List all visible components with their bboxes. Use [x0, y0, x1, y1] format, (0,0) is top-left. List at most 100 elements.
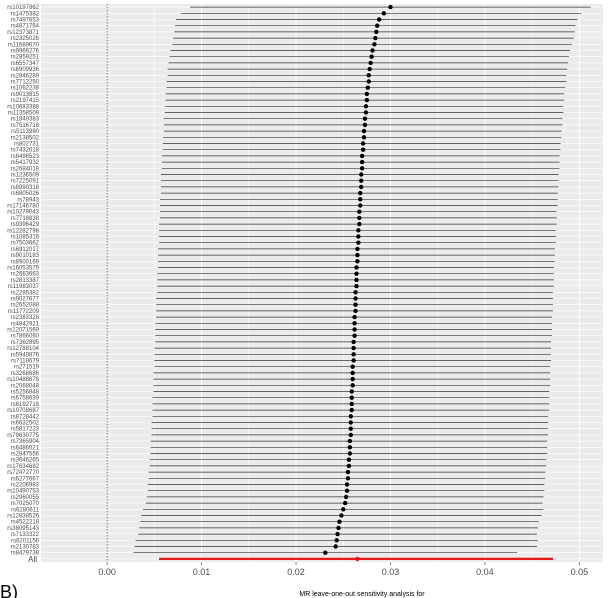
snp-label: rs6557347: [11, 61, 40, 67]
snp-label: rs2068048: [11, 383, 40, 389]
snp-label: rs8728442: [11, 414, 40, 420]
snp-label: rs9027677: [11, 297, 40, 303]
snp-label: rs11983037: [8, 284, 40, 290]
snp-point: [336, 525, 341, 531]
snp-label: rs802731: [14, 142, 40, 148]
snp-label: rs1475382: [11, 11, 40, 17]
x-tick-label: 0.01: [193, 567, 211, 577]
snp-point: [339, 513, 344, 518]
snp-label: rs8479738: [11, 551, 40, 557]
snp-point: [358, 178, 364, 183]
snp-point: [374, 29, 379, 35]
snp-point: [344, 488, 350, 493]
snp-point: [354, 283, 359, 289]
snp-point: [356, 234, 361, 239]
snp-point: [341, 507, 346, 512]
snp-point: [348, 426, 354, 431]
snp-label: rs4522218: [11, 520, 40, 526]
snp-label: rs2663663: [11, 272, 40, 278]
snp-label: rs7866060: [11, 334, 40, 340]
x-tick-label: 0.03: [382, 567, 400, 577]
snp-label: rs2684018: [11, 166, 40, 172]
snp-label: rs12373871: [7, 30, 39, 36]
snp-point: [349, 389, 354, 394]
snp-point: [333, 544, 338, 549]
snp-point: [355, 252, 360, 258]
snp-point: [361, 135, 367, 140]
snp-point: [350, 370, 355, 376]
snp-label: rs5113980: [11, 129, 40, 135]
snp-label: rs6909936: [11, 67, 40, 73]
snp-label: rs2130783: [11, 545, 40, 551]
snp-label: rs1062238: [11, 86, 40, 92]
snp-point: [359, 153, 365, 159]
snp-label: rs3646265: [11, 458, 40, 464]
snp-label: rs11772209: [8, 309, 40, 315]
snp-point: [375, 23, 380, 28]
snp-label: rs6201156: [11, 538, 40, 544]
snp-label: rs7225091: [11, 179, 40, 185]
snp-point: [345, 476, 351, 481]
snp-point: [349, 407, 354, 413]
snp-point: [357, 215, 362, 221]
snp-label: rs12788104: [7, 346, 39, 352]
snp-label: rs7497653: [11, 18, 40, 24]
overall-point: [355, 556, 360, 562]
snp-label: rs5417932: [11, 160, 40, 166]
snp-label: rs7712250: [11, 80, 40, 86]
snp-point: [335, 531, 340, 537]
snp-point: [351, 339, 356, 345]
snp-point: [358, 172, 364, 177]
snp-label: rs12282798: [7, 228, 39, 234]
snp-label: rs8498523: [11, 154, 40, 160]
snp-point: [359, 166, 365, 171]
snp-label: rs8990318: [11, 185, 40, 191]
snp-point: [353, 296, 358, 301]
snp-label: rs10197862: [7, 5, 39, 11]
snp-label: rs2325026: [11, 36, 40, 42]
snp-point: [352, 314, 357, 320]
snp-label: rs78943: [17, 197, 39, 203]
snp-label: rs6280611: [11, 507, 40, 513]
snp-point: [354, 271, 359, 276]
snp-label: rs2383328: [11, 315, 40, 321]
overall-label: All: [28, 555, 37, 564]
snp-point: [361, 128, 367, 134]
x-tick-label: 0.04: [476, 567, 494, 577]
y-axis-labels: rs10197862rs1475382rs7497653rs4871764rs1…: [7, 5, 39, 564]
snp-label: rs2847556: [11, 452, 40, 458]
snp-label: rs10490753: [7, 489, 39, 495]
snp-label: rs7025070: [11, 501, 40, 507]
snp-point: [364, 91, 370, 97]
snp-point: [356, 228, 361, 233]
snp-point: [353, 308, 358, 314]
snp-label: rs1849383: [11, 117, 40, 123]
snp-point: [349, 395, 354, 400]
snp-label: rs11689670: [8, 42, 40, 48]
snp-label: rs1236509: [11, 173, 40, 179]
snp-point: [354, 277, 359, 283]
snp-point: [350, 376, 355, 382]
snp-point: [358, 197, 363, 202]
snp-point: [352, 321, 357, 326]
x-axis-title: MR leave-one-out sensitivity analysis fo…: [299, 591, 425, 598]
x-axis-ticks: 0.00 0.01 0.02 0.03 0.04 0.05: [98, 562, 588, 577]
snp-label: rs7118679: [11, 359, 40, 365]
snp-point: [373, 35, 378, 41]
snp-label: rs9966276: [11, 49, 40, 55]
snp-label: rs271519: [14, 365, 40, 371]
snp-label: rs5949876: [11, 352, 40, 358]
snp-point: [352, 327, 357, 332]
snp-label: rs6632502: [11, 421, 40, 427]
snp-point: [351, 352, 356, 357]
snp-point: [369, 54, 374, 59]
snp-label: rs7362895: [11, 340, 40, 346]
snp-point: [356, 240, 361, 245]
snp-label: rs7365904: [11, 439, 40, 445]
snp-label: rs72472770: [7, 470, 39, 476]
snp-point: [368, 60, 373, 66]
snp-label: rs6277667: [11, 476, 40, 482]
snp-label: rs79630775: [7, 433, 39, 439]
snp-point: [323, 550, 328, 555]
snp-label: rs6486021: [11, 445, 40, 451]
